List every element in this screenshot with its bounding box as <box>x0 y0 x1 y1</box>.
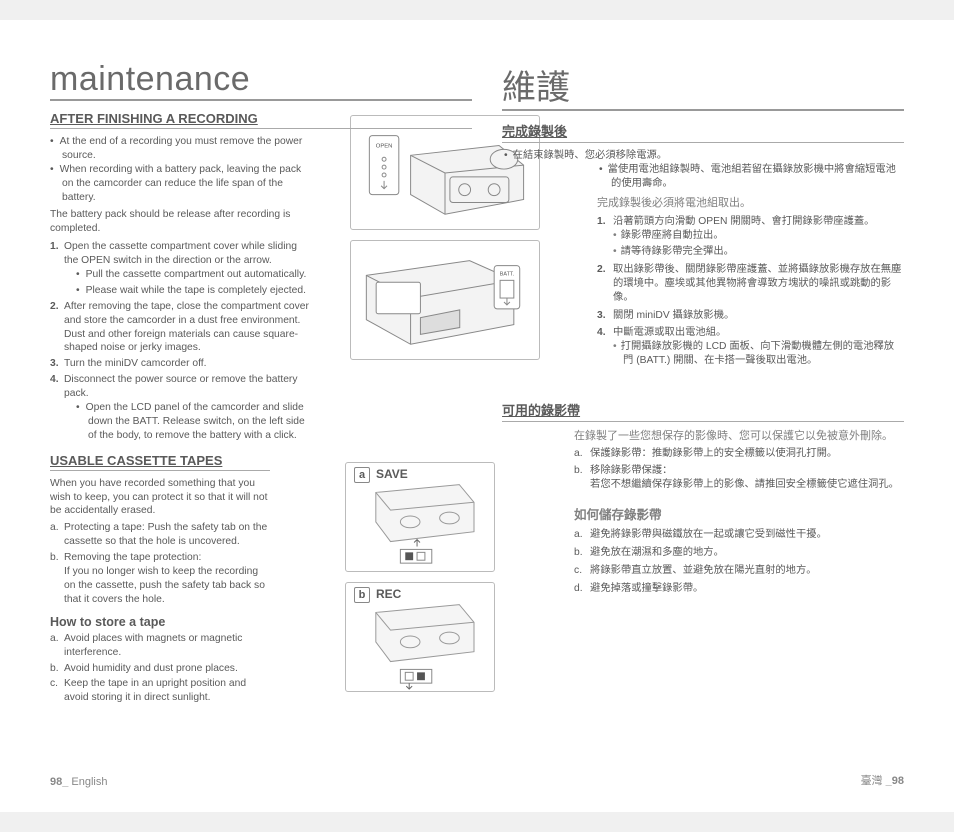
page-number-left: 98_ <box>50 776 68 788</box>
cn-tape-a: a.保護錄影帶：推動錄影帶上的安全標籤以使洞孔打開。 <box>590 447 904 461</box>
heading-cn-store: 如何儲存錄影帶 <box>574 506 904 525</box>
cn-sub-bullet: 當使用電池組錄製時、電池組若留在攝錄放影機中將會縮短電池的使用壽命。 <box>611 163 904 191</box>
footer-right: 臺灣 _98 <box>861 772 904 788</box>
cn-bullet: 在結束錄製時、您必須移除電源。 <box>516 149 904 163</box>
heading-cn-tapes: 可用的錄影帶 <box>502 400 904 422</box>
cn-store-a: a.避免將錄影帶與磁鐵放在一起或讓它受到磁性干擾。 <box>590 528 904 542</box>
cn-tape-items: a.保護錄影帶：推動錄影帶上的安全標籤以使洞孔打開。 b.移除錄影帶保護： 若您… <box>590 447 904 493</box>
cn-step-2: 2.取出錄影帶後、關閉錄影帶座護蓋、並將攝錄放影機存放在無塵的環境中。塵埃或其他… <box>613 263 904 305</box>
tape-item-b: b.Removing the tape protection: If you n… <box>64 551 270 607</box>
cn-tapes-intro: 在錄製了一些您想保存的影像時、您可以保護它以免被意外刪除。 <box>574 428 904 445</box>
heading-after-recording: AFTER FINISHING A RECORDING <box>50 111 472 129</box>
store-b: b.Avoid humidity and dust prone places. <box>64 662 270 676</box>
cn-tape-b: b.移除錄影帶保護： 若您不想繼續保存錄影帶上的影像、請推回安全標籤使它遮住洞孔… <box>590 464 904 492</box>
steps-after-recording: 1.Open the cassette compartment cover wh… <box>64 240 310 442</box>
cn-store-items: a.避免將錄影帶與磁鐵放在一起或讓它受到磁性干擾。 b.避免放在潮濕和多塵的地方… <box>590 528 904 596</box>
cn-step-4: 4.中斷電源或取出電池組。 打開攝錄放影機的 LCD 面板、向下滑動機體左側的電… <box>613 326 904 368</box>
heading-cn-after: 完成錄製後 <box>502 121 904 143</box>
cn-sub-bullets: 當使用電池組錄製時、電池組若留在攝錄放影機中將會縮短電池的使用壽命。 <box>611 163 904 191</box>
tapes-intro: When you have recorded something that yo… <box>50 477 270 519</box>
cn-store-c: c.將錄影帶直立放置、並避免放在陽光直射的地方。 <box>590 564 904 578</box>
cn-steps: 1.沿著箭頭方向滑動 OPEN 開關時、會打開錄影帶座護蓋。 錄影帶座將自動拉出… <box>613 215 904 368</box>
footer-right-text: 臺灣 <box>861 775 886 787</box>
step-3: 3.Turn the miniDV camcorder off. <box>64 357 310 371</box>
title-chinese: 維護 <box>502 60 904 111</box>
footer-left-text: English <box>68 776 107 788</box>
tape-protect-list: a.Protecting a tape: Push the safety tab… <box>64 521 270 606</box>
para-battery-release: The battery pack should be release after… <box>50 208 310 236</box>
bullet-item: When recording with a battery pack, leav… <box>62 163 310 205</box>
chinese-column: 維護 完成錄製後 在結束錄製時、您必須移除電源。 當使用電池組錄製時、電池組若留… <box>502 60 904 782</box>
cn-para: 完成錄製後必須將電池組取出。 <box>597 195 904 212</box>
tape-item-a: a.Protecting a tape: Push the safety tab… <box>64 521 270 549</box>
step-2: 2.After removing the tape, close the com… <box>64 300 310 356</box>
store-a: a.Avoid places with magnets or magnetic … <box>64 632 270 660</box>
cn-step4-sub: 打開攝錄放影機的 LCD 面板、向下滑動機體左側的電池釋放門 (BATT.) 開… <box>623 340 904 368</box>
title-english: maintenance <box>50 60 472 101</box>
cn-store-d: d.避免掉落或撞擊錄影帶。 <box>590 582 904 596</box>
heading-store-tape: How to store a tape <box>50 615 270 629</box>
page-number-right: _98 <box>886 775 904 787</box>
bullet-item: At the end of a recording you must remov… <box>62 135 310 163</box>
step4-sub: Open the LCD panel of the camcorder and … <box>88 401 310 443</box>
cn-step-1: 1.沿著箭頭方向滑動 OPEN 開關時、會打開錄影帶座護蓋。 錄影帶座將自動拉出… <box>613 215 904 259</box>
cn-step-3: 3.關閉 miniDV 攝錄放影機。 <box>613 309 904 323</box>
store-c: c.Keep the tape in an upright position a… <box>64 677 270 705</box>
heading-usable-tapes: USABLE CASSETTE TAPES <box>50 453 270 471</box>
cn-store-b: b.避免放在潮濕和多塵的地方。 <box>590 546 904 560</box>
cn-top-bullets: 在結束錄製時、您必須移除電源。 <box>516 149 904 163</box>
store-tape-list: a.Avoid places with magnets or magnetic … <box>64 632 270 705</box>
step1-sub: Pull the cassette compartment out automa… <box>88 268 310 282</box>
english-column: maintenance AFTER FINISHING A RECORDING … <box>50 60 472 782</box>
bullets-after-recording: At the end of a recording you must remov… <box>62 135 310 204</box>
step-1: 1.Open the cassette compartment cover wh… <box>64 240 310 298</box>
step1-sub: Please wait while the tape is completely… <box>88 284 310 298</box>
cn-step1-sub: 錄影帶座將自動拉出。 <box>623 229 904 243</box>
cn-step1-sub: 請等待錄影帶完全彈出。 <box>623 245 904 259</box>
step-4: 4.Disconnect the power source or remove … <box>64 373 310 442</box>
manual-page: OPEN <box>0 20 954 812</box>
footer-left: 98_ English <box>50 776 108 788</box>
